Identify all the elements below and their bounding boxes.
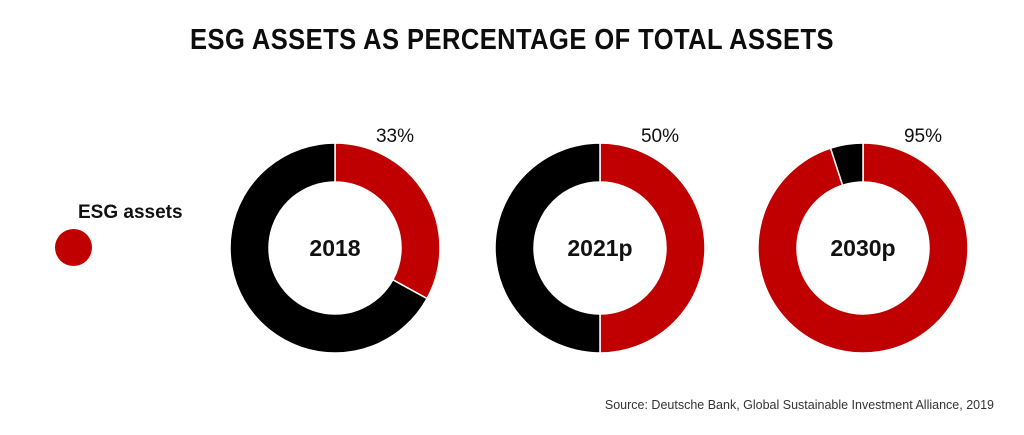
legend-label: ESG assets — [78, 202, 183, 223]
legend: ESG assets — [54, 200, 234, 280]
donut-2018: 2018 33% — [229, 126, 441, 354]
donut-center-label: 2030p — [830, 235, 895, 261]
chart-title: ESG ASSETS AS PERCENTAGE OF TOTAL ASSETS — [190, 24, 834, 56]
slice-other-2018 — [229, 142, 429, 354]
legend-swatch-esg-assets — [55, 229, 92, 266]
donut-2021p: 2021p 50% — [494, 126, 706, 354]
slice-esg-2018 — [334, 142, 441, 300]
slice-other-2030p — [829, 142, 864, 187]
source-note: Source: Deutsche Bank, Global Sustainabl… — [604, 398, 994, 412]
slice-esg-2030p — [757, 142, 969, 354]
slice-other-2021p — [494, 142, 601, 354]
donut-value-label: 95% — [904, 126, 942, 147]
donut-center-label: 2018 — [309, 235, 360, 261]
donut-2030p: 2030p 95% — [757, 126, 969, 354]
donut-center-label: 2021p — [567, 235, 632, 261]
donut-value-label: 50% — [641, 126, 679, 147]
donut-value-label: 33% — [376, 126, 414, 147]
slice-esg-2021p — [599, 142, 706, 354]
